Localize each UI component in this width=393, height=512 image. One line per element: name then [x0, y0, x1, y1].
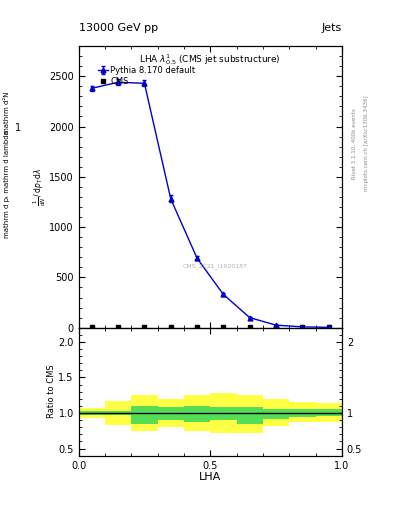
- Legend: Pythia 8.170 default, CMS: Pythia 8.170 default, CMS: [96, 65, 197, 88]
- CMS: [195, 324, 200, 330]
- Text: 1: 1: [15, 123, 21, 133]
- Text: 13000 GeV pp: 13000 GeV pp: [79, 23, 158, 33]
- Text: mathrm d²N: mathrm d²N: [4, 91, 10, 134]
- CMS: [168, 324, 173, 330]
- Text: LHA $\lambda^{1}_{0.5}$ (CMS jet substructure): LHA $\lambda^{1}_{0.5}$ (CMS jet substru…: [140, 52, 281, 67]
- Y-axis label: Ratio to CMS: Ratio to CMS: [47, 365, 55, 418]
- CMS: [300, 324, 305, 330]
- CMS: [116, 324, 120, 330]
- Text: mcplots.cern.ch [arXiv:1306.3436]: mcplots.cern.ch [arXiv:1306.3436]: [364, 96, 369, 191]
- Text: mathrm d pₜ mathrm d lambda: mathrm d pₜ mathrm d lambda: [4, 131, 10, 238]
- Text: Jets: Jets: [321, 23, 342, 33]
- Text: Rivet 3.1.10, 400k events: Rivet 3.1.10, 400k events: [352, 108, 357, 179]
- CMS: [90, 324, 94, 330]
- X-axis label: LHA: LHA: [199, 472, 221, 482]
- CMS: [142, 324, 147, 330]
- Text: CMS_2021_I1920187: CMS_2021_I1920187: [183, 263, 248, 269]
- CMS: [221, 324, 226, 330]
- Line: CMS: CMS: [90, 326, 331, 329]
- CMS: [274, 324, 278, 330]
- Y-axis label: $\frac{1}{\mathrm{d}N}\,/\,\mathrm{d}p_T\,\mathrm{d}\lambda$: $\frac{1}{\mathrm{d}N}\,/\,\mathrm{d}p_T…: [31, 168, 48, 206]
- CMS: [326, 324, 331, 330]
- CMS: [248, 324, 252, 330]
